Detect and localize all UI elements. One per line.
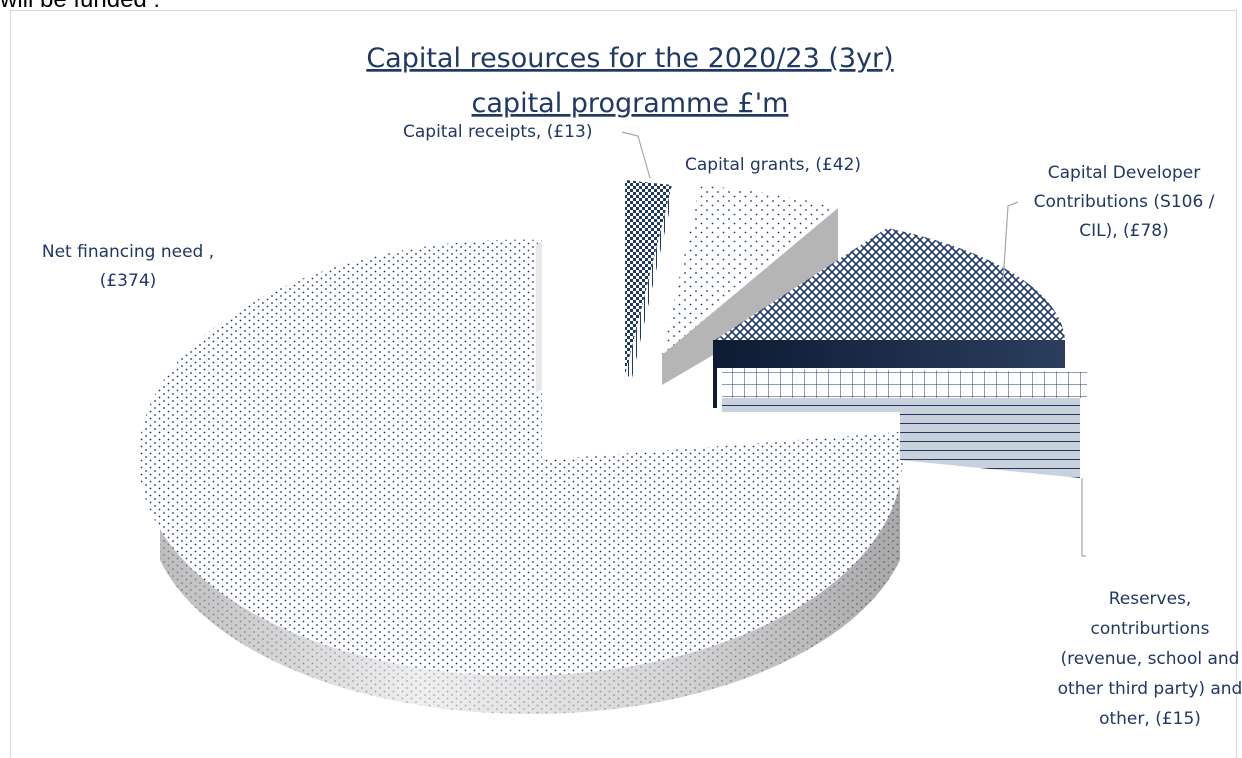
- chart-title-line-2: capital programme £'m: [472, 88, 789, 119]
- leader-line-capital-receipts: [621, 131, 651, 179]
- slice-capital-receipts-front: [625, 185, 672, 378]
- slice-net-financing-need: [138, 239, 903, 676]
- slice-developer-contributions-side: [715, 340, 1065, 368]
- label-reserves-line-5: other, (£15): [1099, 709, 1201, 729]
- slice-net-financing-inner-wall: [536, 240, 542, 392]
- leader-line-developer-contributions: [1002, 201, 1019, 283]
- label-developer-contributions-line-1: Capital Developer: [1048, 163, 1200, 183]
- label-reserves-line-1: Reserves,: [1109, 589, 1192, 609]
- intro-text: will be funded :: [0, 0, 160, 14]
- slice-reserves-side-left: [722, 398, 900, 412]
- label-capital-grants: Capital grants, (£42): [685, 155, 861, 175]
- slice-capital-grants: [662, 185, 838, 355]
- label-reserves-line-2: contriburtions: [1091, 619, 1210, 639]
- label-reserves-line-3: (revenue, school and: [1061, 649, 1240, 669]
- slice-developer-contributions-side-left: [713, 340, 717, 408]
- leader-line-reserves: [1081, 478, 1086, 557]
- slice-reserves-side: [900, 398, 1080, 478]
- label-developer-contributions-line-3: CIL), (£78): [1079, 221, 1169, 241]
- chart-frame: [10, 10, 1237, 758]
- slice-capital-grants-side: [662, 208, 838, 385]
- label-reserves-line-4: other third party) and: [1058, 679, 1242, 699]
- label-capital-receipts: Capital receipts, (£13): [403, 122, 592, 142]
- label-net-financing-line-2: (£374): [100, 271, 157, 291]
- label-developer-contributions-line-2: Contributions (S106 /: [1034, 192, 1215, 212]
- chart-title-line-1: Capital resources for the 2020/23 (3yr): [366, 43, 893, 74]
- slice-developer-contributions: [715, 228, 1065, 340]
- slice-reserves: [722, 368, 1087, 398]
- label-net-financing-line-1: Net financing need ,: [42, 242, 214, 262]
- slice-capital-receipts: [625, 180, 672, 375]
